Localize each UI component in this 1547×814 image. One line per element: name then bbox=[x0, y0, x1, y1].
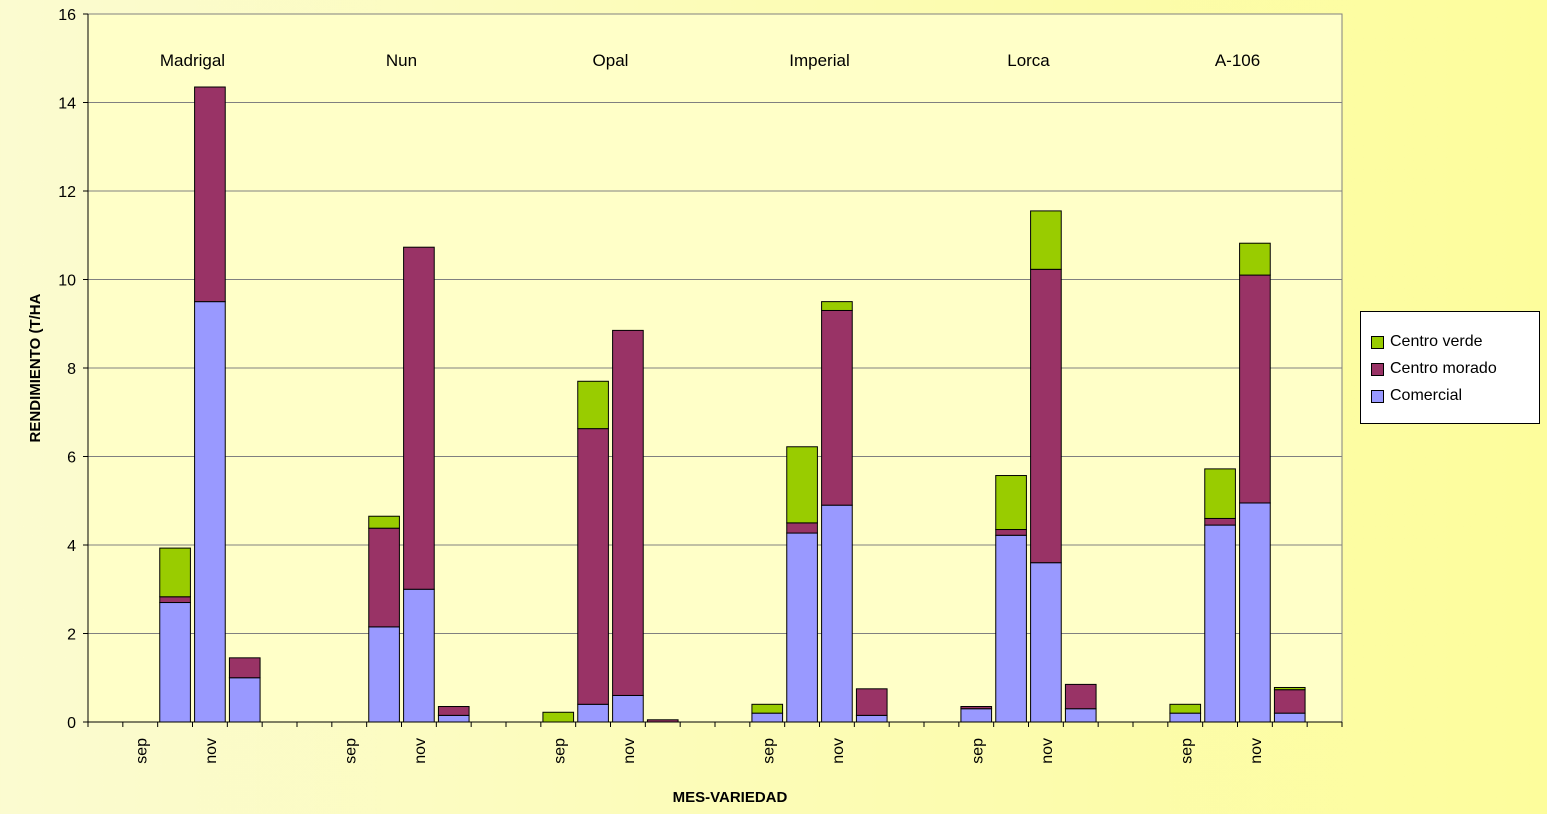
bar-comercial bbox=[228, 677, 261, 723]
bar-centro-morado bbox=[786, 522, 818, 534]
y-tick-label: 6 bbox=[67, 450, 76, 467]
y-tick-label: 10 bbox=[58, 273, 76, 290]
bar-centro-morado bbox=[1273, 689, 1306, 714]
y-tick-label: 2 bbox=[67, 627, 76, 644]
bar-centro-verde bbox=[1273, 686, 1306, 691]
y-tick-label: 16 bbox=[58, 7, 76, 24]
bar-centro-verde bbox=[159, 547, 191, 598]
bars bbox=[159, 86, 1306, 723]
legend-swatch-comercial bbox=[1371, 389, 1384, 403]
legend-swatch-centro-morado bbox=[1371, 362, 1384, 376]
legend-label: Centro verde bbox=[1390, 333, 1483, 350]
x-tick-label: nov bbox=[621, 738, 638, 764]
bar-centro-verde bbox=[1204, 468, 1236, 519]
bar-comercial bbox=[786, 532, 818, 723]
bar-centro-morado bbox=[1204, 517, 1236, 526]
bar-comercial bbox=[1169, 712, 1202, 723]
bar-comercial bbox=[159, 602, 191, 723]
legend-item-centro-morado: Centro morado bbox=[1371, 359, 1497, 379]
bar-centro-morado bbox=[960, 706, 993, 710]
bar-centro-verde bbox=[995, 475, 1027, 531]
x-tick-label: sep bbox=[551, 738, 568, 764]
bar-centro-verde bbox=[542, 711, 575, 723]
y-tick-label: 4 bbox=[67, 538, 76, 555]
axes bbox=[83, 13, 1343, 727]
x-tick-label: sep bbox=[1178, 738, 1195, 764]
bar-centro-morado bbox=[855, 688, 888, 716]
group-label: Nun bbox=[386, 51, 417, 70]
y-tick-label: 0 bbox=[67, 715, 76, 732]
bar-centro-morado bbox=[577, 428, 609, 705]
bar-centro-verde bbox=[786, 446, 818, 524]
x-tick-label: nov bbox=[203, 738, 220, 764]
bar-comercial bbox=[1030, 562, 1062, 723]
bar-centro-morado bbox=[612, 329, 644, 696]
x-tick-label: sep bbox=[133, 738, 150, 764]
bar-comercial bbox=[368, 626, 400, 723]
x-axis-title: MES-VARIEDAD bbox=[673, 789, 788, 806]
labels: 0 2 4 6 8 10 12 14 16 sep nov Madrigal sep nov Nun sep n… bbox=[27, 7, 1265, 806]
bar-comercial bbox=[577, 703, 609, 723]
bar-centro-verde bbox=[821, 301, 853, 311]
bar-centro-morado bbox=[194, 86, 226, 303]
legend-swatch-centro-verde bbox=[1371, 335, 1384, 349]
bar-centro-verde bbox=[1169, 703, 1202, 714]
bar-comercial bbox=[751, 712, 784, 723]
x-tick-label: nov bbox=[412, 738, 429, 764]
y-axis-title: RENDIMIENTO (T/HA bbox=[27, 293, 44, 442]
group-label: A-106 bbox=[1215, 51, 1260, 70]
legend-item-centro-verde: Centro verde bbox=[1371, 332, 1483, 352]
group-label: Madrigal bbox=[160, 51, 225, 70]
bar-centro-verde bbox=[368, 515, 400, 529]
legend-label: Comercial bbox=[1390, 387, 1463, 404]
bar-comercial bbox=[1273, 712, 1306, 723]
bar-centro-morado bbox=[437, 706, 470, 716]
bar-centro-morado bbox=[1030, 268, 1062, 564]
bar-centro-verde bbox=[577, 380, 609, 430]
bar-comercial bbox=[821, 504, 853, 723]
bar-centro-morado bbox=[995, 529, 1027, 536]
group-label: Lorca bbox=[1007, 51, 1050, 70]
y-tick-label: 12 bbox=[58, 184, 76, 201]
bar-comercial bbox=[1239, 502, 1271, 723]
gridlines bbox=[88, 102, 1342, 634]
x-tick-label: nov bbox=[1039, 738, 1056, 764]
bar-comercial bbox=[960, 708, 993, 723]
bar-centro-morado bbox=[1064, 683, 1097, 710]
bar-centro-verde bbox=[1030, 210, 1062, 270]
bar-comercial bbox=[995, 534, 1027, 723]
x-tick-label: nov bbox=[830, 738, 847, 764]
x-tick-label: sep bbox=[342, 738, 359, 764]
bar-centro-verde bbox=[751, 703, 784, 714]
bar-centro-morado bbox=[228, 657, 261, 679]
bar-comercial bbox=[1064, 708, 1097, 723]
legend-label: Centro morado bbox=[1390, 360, 1497, 377]
y-tick-label: 14 bbox=[58, 96, 76, 113]
bar-centro-morado bbox=[403, 246, 435, 590]
bar-comercial bbox=[855, 714, 888, 723]
bar-comercial bbox=[437, 714, 470, 723]
bar-comercial bbox=[612, 694, 644, 723]
group-label: Imperial bbox=[789, 51, 849, 70]
x-tick-label: nov bbox=[1248, 738, 1265, 764]
legend-item-comercial: Comercial bbox=[1371, 386, 1462, 406]
bar-centro-verde bbox=[1239, 242, 1271, 276]
x-tick-label: sep bbox=[969, 738, 986, 764]
bar-centro-morado bbox=[1239, 274, 1271, 504]
bar-centro-morado bbox=[159, 596, 191, 604]
bar-comercial bbox=[1204, 524, 1236, 723]
bar-centro-morado bbox=[368, 527, 400, 628]
bar-centro-morado bbox=[821, 309, 853, 506]
bar-comercial bbox=[403, 588, 435, 723]
legend: Centro verde Centro morado Comercial bbox=[1360, 311, 1540, 424]
y-tick-label: 8 bbox=[67, 361, 76, 378]
bar-comercial bbox=[194, 301, 226, 723]
x-tick-label: sep bbox=[760, 738, 777, 764]
group-label: Opal bbox=[593, 51, 629, 70]
